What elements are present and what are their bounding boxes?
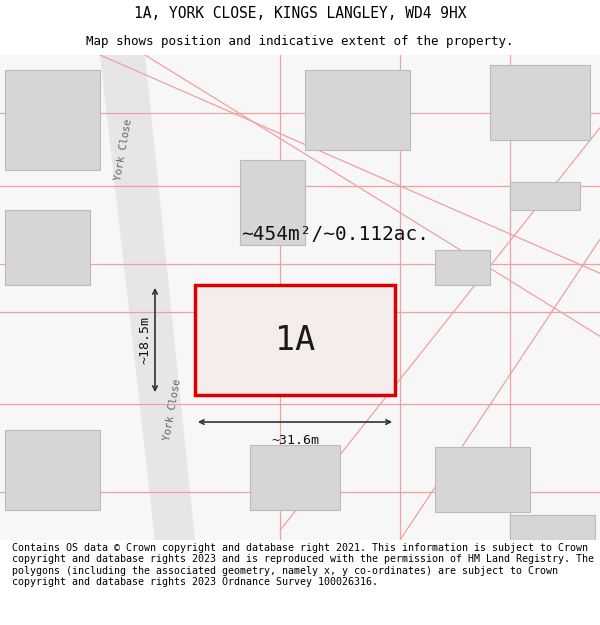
Text: ~18.5m: ~18.5m: [138, 316, 151, 364]
Bar: [305, 70, 410, 150]
Text: ~454m²/~0.112ac.: ~454m²/~0.112ac.: [241, 226, 429, 244]
Bar: [5, 210, 90, 285]
Text: Contains OS data © Crown copyright and database right 2021. This information is : Contains OS data © Crown copyright and d…: [12, 542, 594, 588]
Text: 1A: 1A: [275, 324, 315, 356]
Bar: [240, 160, 305, 245]
Bar: [510, 515, 595, 540]
Text: ~31.6m: ~31.6m: [271, 434, 319, 447]
Bar: [250, 445, 340, 510]
Bar: [195, 285, 395, 395]
Bar: [435, 250, 490, 285]
Bar: [5, 70, 100, 170]
Bar: [435, 447, 530, 512]
Text: Map shows position and indicative extent of the property.: Map shows position and indicative extent…: [86, 35, 514, 48]
Bar: [510, 182, 580, 210]
Bar: [5, 430, 100, 510]
Text: York Close: York Close: [161, 378, 182, 442]
Text: York Close: York Close: [113, 118, 133, 182]
Text: 1A, YORK CLOSE, KINGS LANGLEY, WD4 9HX: 1A, YORK CLOSE, KINGS LANGLEY, WD4 9HX: [134, 6, 466, 21]
Bar: [490, 65, 590, 140]
Polygon shape: [100, 55, 195, 540]
